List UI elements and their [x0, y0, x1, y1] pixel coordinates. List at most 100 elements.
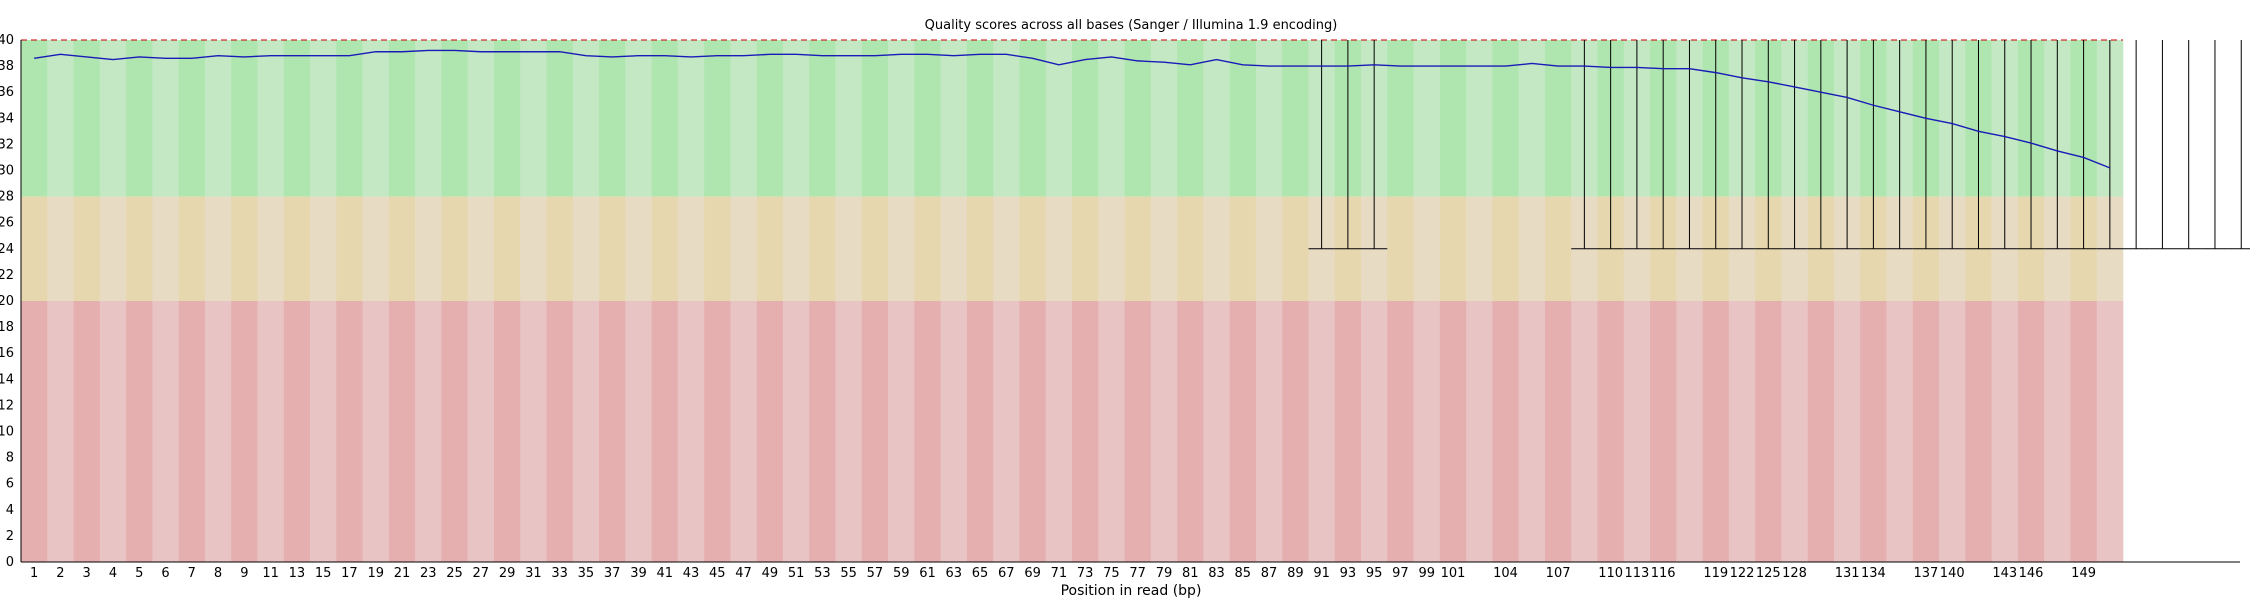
zone-poor-band: [1387, 301, 1414, 562]
x-tick-label: 67: [998, 566, 1015, 581]
zone-reasonable-band: [1203, 196, 1230, 301]
zone-poor-band: [1886, 301, 1914, 562]
x-tick-label: 39: [630, 566, 647, 581]
zone-reasonable-band: [861, 196, 889, 301]
x-tick-label: 23: [420, 566, 437, 581]
y-tick-label: 36: [0, 85, 14, 100]
zone-poor-band: [310, 301, 337, 562]
y-tick-label: 16: [0, 346, 14, 361]
zone-poor-band: [2044, 301, 2071, 562]
y-tick-label: 38: [0, 59, 14, 74]
zone-reasonable-band: [152, 196, 179, 301]
zone-good-band: [73, 40, 101, 197]
zone-poor-band: [1439, 301, 1467, 562]
zone-poor-band: [1150, 301, 1178, 562]
zone-poor-band: [1728, 301, 1756, 562]
zone-good-band: [1203, 40, 1230, 197]
zone-good-band: [1282, 40, 1309, 197]
zone-poor-band: [730, 301, 757, 562]
x-tick-label: 101: [1441, 566, 1466, 581]
zone-poor-band: [2070, 301, 2098, 562]
zone-reasonable-band: [257, 196, 285, 301]
zone-good-band: [888, 40, 915, 197]
zone-poor-band: [21, 301, 48, 562]
zone-poor-band: [809, 301, 836, 562]
zone-good-band: [99, 40, 127, 197]
zone-reasonable-band: [1255, 196, 1283, 301]
x-tick-label: 125: [1756, 566, 1781, 581]
zone-good-band: [1387, 40, 1414, 197]
zone-reasonable-band: [1544, 196, 1572, 301]
x-tick-label: 25: [446, 566, 463, 581]
x-tick-label: 87: [1261, 566, 1278, 581]
zone-good-band: [599, 40, 626, 197]
zone-reasonable-band: [940, 196, 968, 301]
zone-reasonable-band: [704, 196, 731, 301]
zone-poor-band: [1019, 301, 1047, 562]
x-tick-label: 97: [1392, 566, 1409, 581]
x-tick-label: 35: [578, 566, 595, 581]
zone-poor-band: [126, 301, 153, 562]
zone-poor-band: [599, 301, 626, 562]
zone-good-band: [1518, 40, 1546, 197]
zone-good-band: [1177, 40, 1204, 197]
zone-reasonable-band: [1282, 196, 1309, 301]
x-tick-label: 110: [1598, 566, 1623, 581]
x-tick-label: 140: [1940, 566, 1965, 581]
x-tick-label: 45: [709, 566, 726, 581]
zone-reasonable-band: [99, 196, 127, 301]
zone-reasonable-band: [415, 196, 442, 301]
zone-good-band: [21, 40, 48, 197]
chart-title: Quality scores across all bases (Sanger …: [925, 18, 1338, 33]
zone-reasonable-band: [782, 196, 810, 301]
zone-reasonable-band: [73, 196, 101, 301]
zone-poor-band: [1833, 301, 1861, 562]
zone-poor-band: [677, 301, 705, 562]
zone-poor-band: [2096, 301, 2124, 562]
zone-poor-band: [835, 301, 863, 562]
zone-poor-band: [914, 301, 941, 562]
x-tick-label: 43: [683, 566, 700, 581]
zone-good-band: [1466, 40, 1493, 197]
zone-good-band: [1413, 40, 1441, 197]
zone-good-band: [1098, 40, 1125, 197]
zone-poor-band: [1991, 301, 2019, 562]
x-tick-label: 69: [1024, 566, 1041, 581]
zone-reasonable-band: [1019, 196, 1047, 301]
zone-good-band: [1492, 40, 1519, 197]
zone-poor-band: [362, 301, 390, 562]
zone-poor-band: [966, 301, 994, 562]
x-tick-label: 77: [1129, 566, 1146, 581]
y-tick-label: 4: [6, 503, 14, 518]
mean-line-layer: [34, 49, 2111, 169]
x-tick-label: 61: [919, 566, 936, 581]
y-tick-label: 8: [6, 451, 14, 466]
zone-poor-band: [336, 301, 363, 562]
zone-reasonable-band: [310, 196, 337, 301]
zone-poor-band: [1807, 301, 1835, 562]
x-tick-label: 91: [1313, 566, 1330, 581]
zone-reasonable-band: [888, 196, 915, 301]
zone-poor-band: [283, 301, 311, 562]
zone-reasonable-band: [756, 196, 784, 301]
zone-reasonable-band: [966, 196, 994, 301]
x-tick-label: 85: [1235, 566, 1252, 581]
zone-poor-band: [1912, 301, 1940, 562]
x-tick-label: 6: [161, 566, 169, 581]
x-tick-label: 53: [814, 566, 831, 581]
zone-reasonable-band: [625, 196, 652, 301]
zone-poor-band: [415, 301, 442, 562]
x-tick-label: 4: [109, 566, 117, 581]
zone-reasonable-band: [1387, 196, 1414, 301]
x-tick-label: 2: [56, 566, 64, 581]
zone-poor-band: [1518, 301, 1546, 562]
x-tick-label: 122: [1730, 566, 1755, 581]
zone-poor-band: [888, 301, 915, 562]
x-axis-title: Position in read (bp): [1061, 583, 1202, 599]
zone-poor-band: [1650, 301, 1677, 562]
y-tick-label: 18: [0, 320, 14, 335]
zone-good-band: [257, 40, 285, 197]
zone-poor-band: [73, 301, 101, 562]
zone-good-band: [1229, 40, 1257, 197]
x-tick-label: 73: [1077, 566, 1094, 581]
